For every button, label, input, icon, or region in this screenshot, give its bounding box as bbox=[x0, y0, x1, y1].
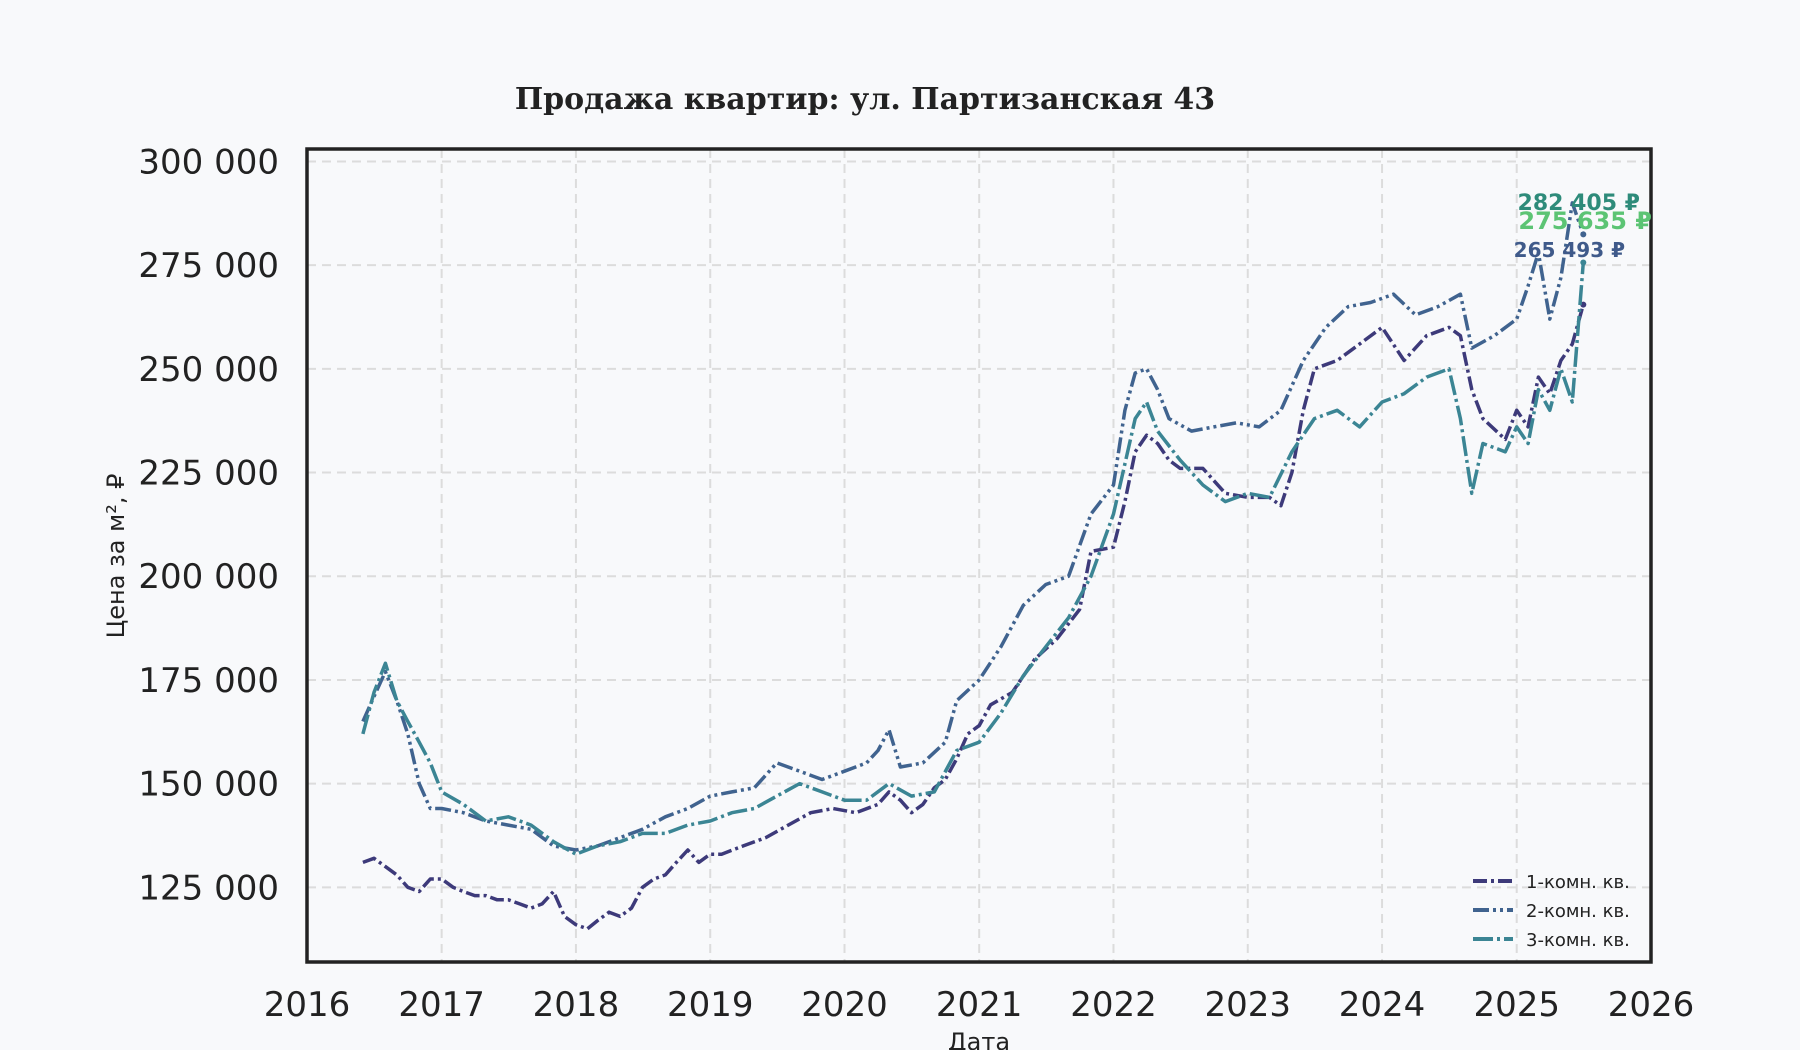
series-layer bbox=[361, 201, 1587, 931]
x-tick-label: 2026 bbox=[1608, 985, 1695, 1025]
end-value-label: 275 635 ₽ bbox=[1518, 207, 1652, 235]
y-axis-label: Цена за м², ₽ bbox=[102, 474, 130, 639]
x-tick-label: 2017 bbox=[398, 985, 485, 1025]
x-tick-label: 2016 bbox=[264, 985, 351, 1025]
x-tick-label: 2024 bbox=[1339, 985, 1426, 1025]
series-line-1 bbox=[362, 304, 1585, 931]
legend-label: 3-комн. кв. bbox=[1526, 930, 1630, 951]
x-tick-label: 2019 bbox=[667, 985, 754, 1025]
series-line-3 bbox=[361, 262, 1586, 856]
y-tick-label: 125 000 bbox=[138, 868, 279, 908]
x-axis-label: Дата bbox=[948, 1028, 1010, 1050]
y-tick-label: 250 000 bbox=[138, 350, 279, 390]
x-tick-label: 2022 bbox=[1070, 985, 1157, 1025]
end-value-label: 265 493 ₽ bbox=[1514, 238, 1625, 262]
x-tick-label: 2023 bbox=[1204, 985, 1291, 1025]
end-labels: 265 493 ₽ 282 405 ₽275 635 ₽ bbox=[1514, 191, 1652, 262]
legend-label: 2-комн. кв. bbox=[1526, 901, 1630, 922]
x-axis-ticks: 2016 2017 2018 2019 2020 2021 2022 2023 2024 2025… bbox=[264, 985, 1695, 1025]
plot-frame bbox=[305, 147, 1653, 964]
y-axis-ticks: 125 000 150 000 175 000 200 000 225 000 250 0… bbox=[138, 142, 279, 908]
legend: 1-комн. кв. 2-комн. кв. 3-комн. кв. bbox=[1473, 872, 1630, 951]
y-tick-label: 200 000 bbox=[138, 557, 279, 597]
series-endpoint-2 bbox=[1580, 231, 1587, 238]
y-tick-label: 300 000 bbox=[138, 142, 279, 182]
y-tick-label: 150 000 bbox=[138, 765, 279, 805]
x-tick-label: 2020 bbox=[801, 985, 888, 1025]
y-tick-label: 175 000 bbox=[138, 661, 279, 701]
x-tick-label: 2021 bbox=[936, 985, 1023, 1025]
series-line-2 bbox=[361, 201, 1585, 852]
end-value-label: 282 405 ₽ bbox=[1518, 191, 1640, 216]
grid bbox=[306, 149, 1652, 962]
y-tick-label: 225 000 bbox=[138, 454, 279, 494]
legend-label: 1-комн. кв. bbox=[1526, 872, 1630, 893]
series-endpoint-3 bbox=[1580, 259, 1587, 266]
chart-title: Продажа квартир: ул. Партизанская 43 bbox=[515, 82, 1215, 117]
x-tick-label: 2018 bbox=[533, 985, 620, 1025]
y-tick-label: 275 000 bbox=[138, 246, 279, 286]
x-tick-label: 2025 bbox=[1473, 985, 1560, 1025]
